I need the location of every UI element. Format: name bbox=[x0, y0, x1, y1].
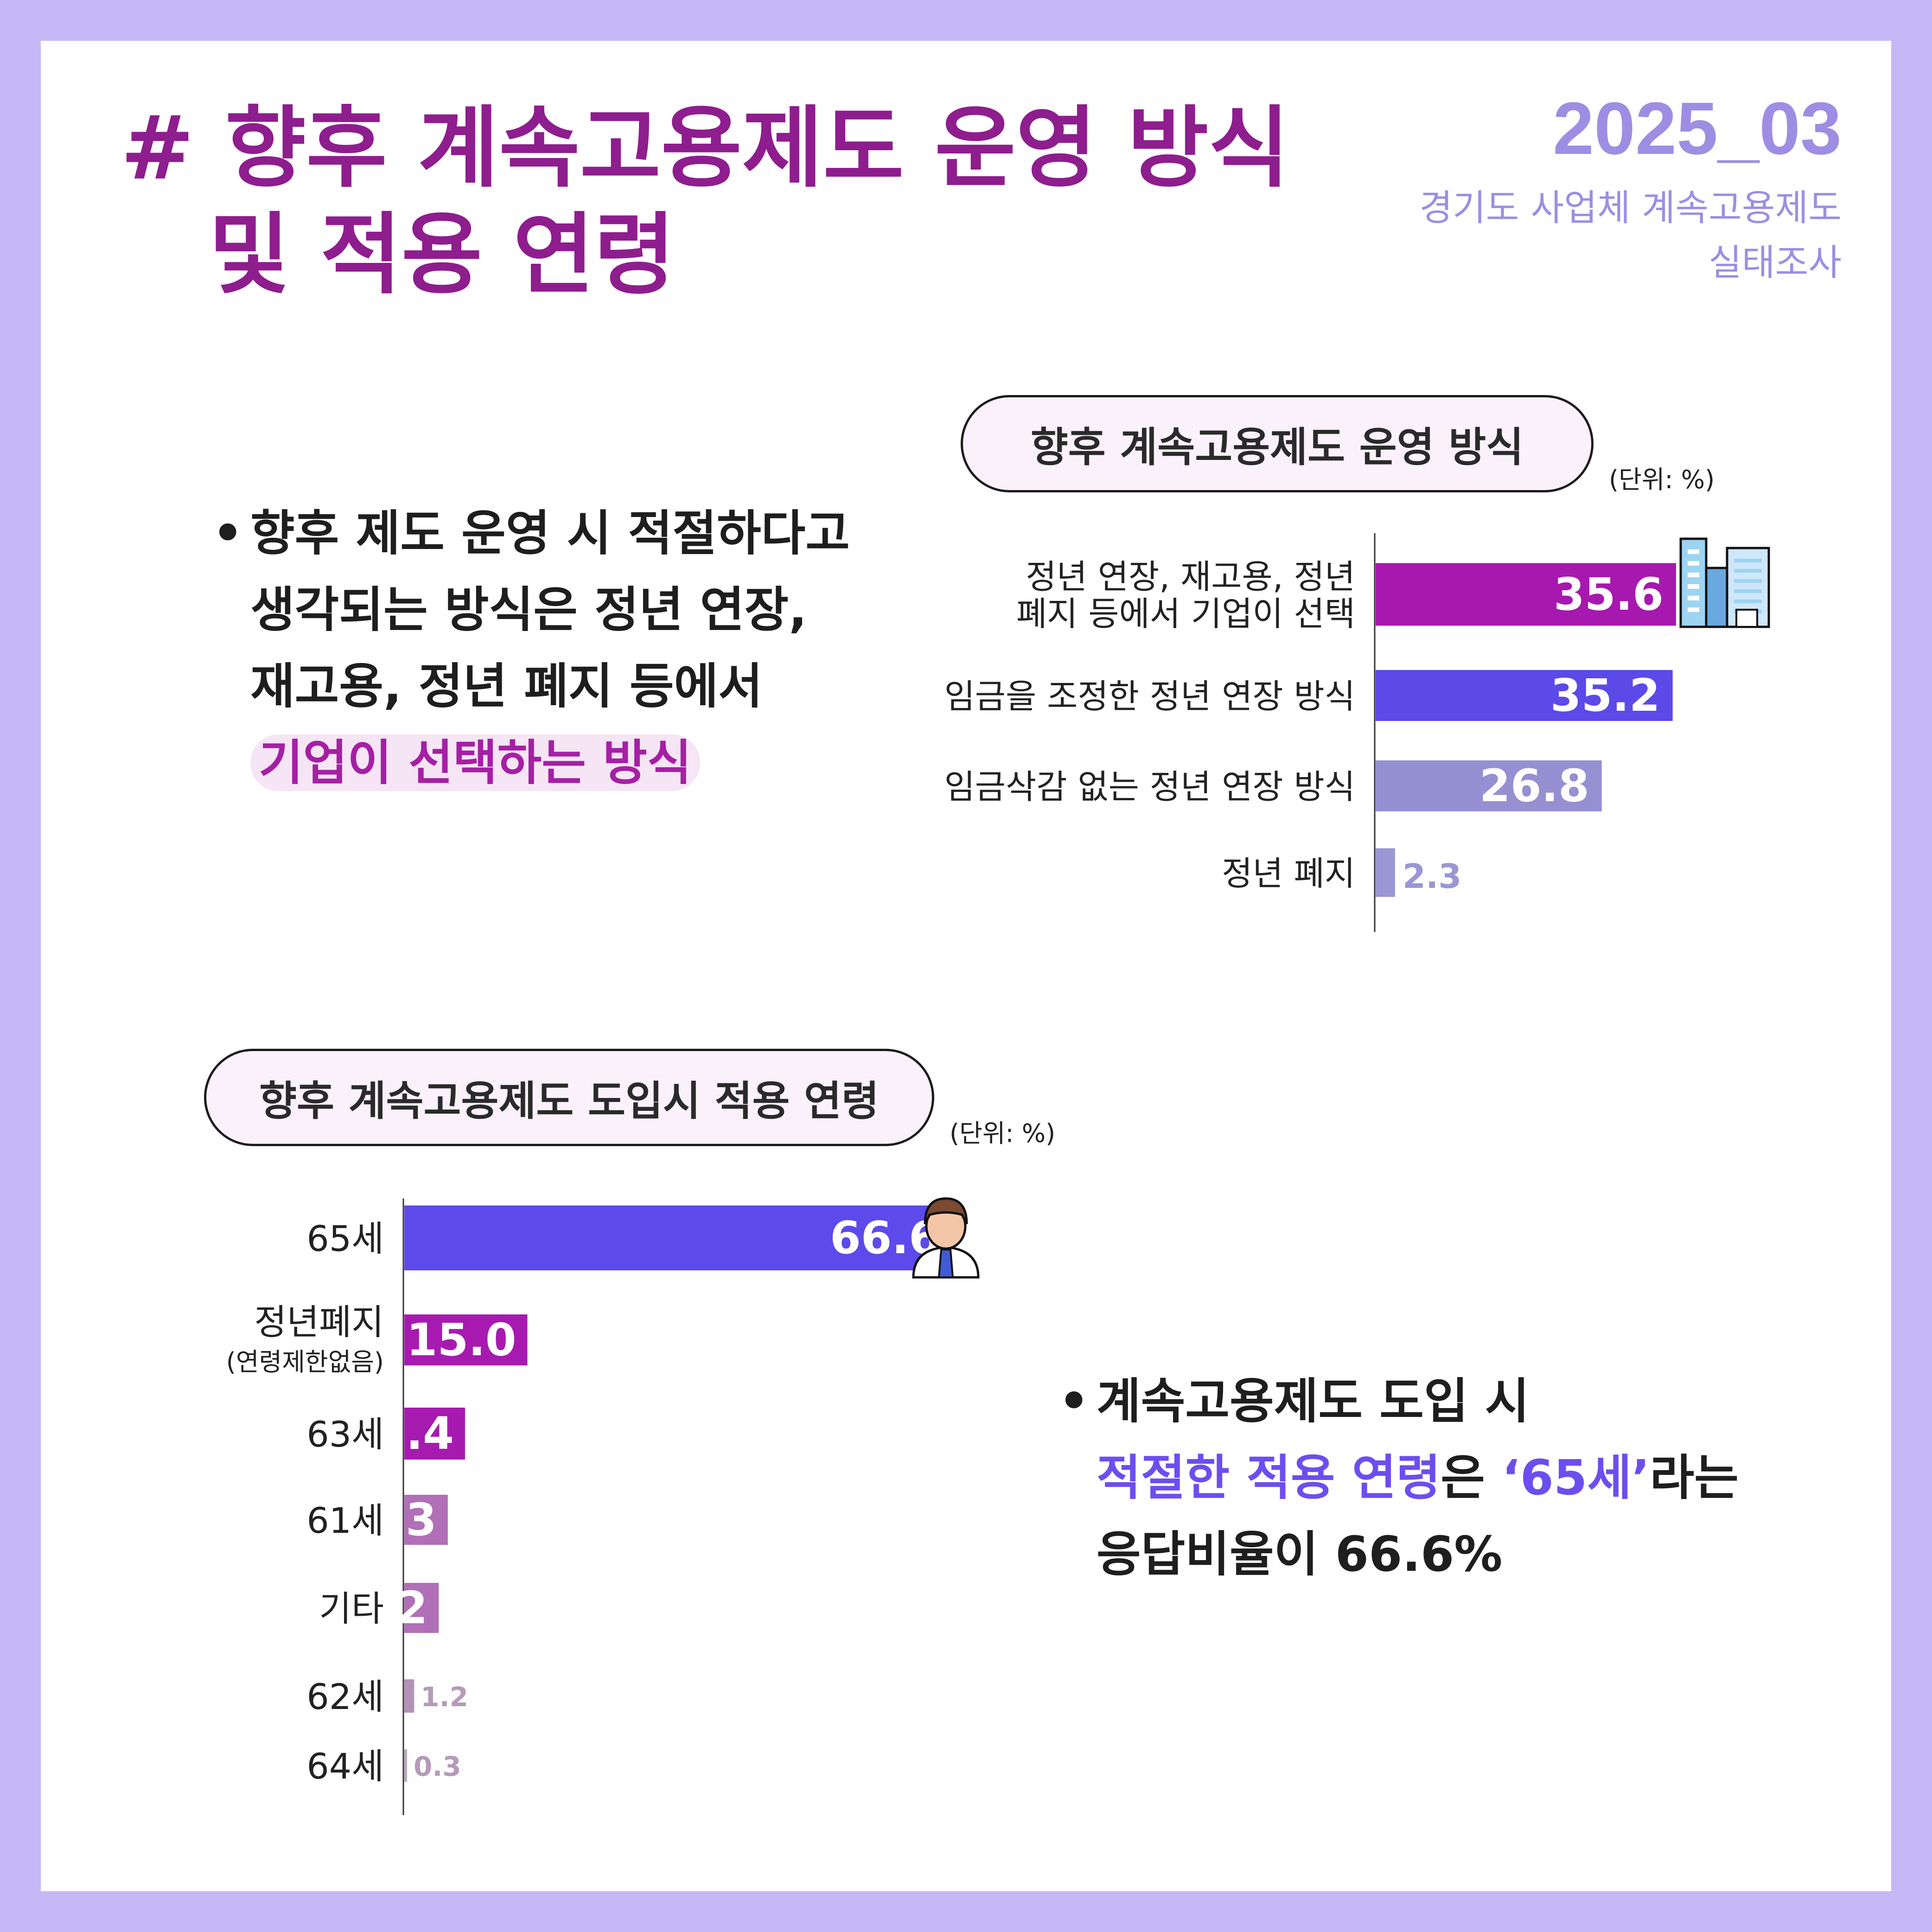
chart2-category-label: 61세 bbox=[306, 1500, 384, 1541]
source-line-1: 경기도 사업체 계속고용제도 bbox=[1419, 187, 1842, 229]
chart-applicable-age: 66.665세15.0정년폐지(연령제한없음)7.463세5.361세4.2기타… bbox=[226, 1197, 980, 1815]
chart2-category-label: 65세 bbox=[306, 1218, 384, 1259]
chart2-value-label: 4.2 bbox=[349, 1582, 427, 1634]
bullet2-text-end: 라는 bbox=[1650, 1449, 1739, 1506]
chart1-value-label: 35.2 bbox=[1550, 670, 1660, 721]
title-line-1: # 향후 계속고용제도 운영 방식 bbox=[121, 97, 1290, 199]
building-icon bbox=[1679, 537, 1770, 628]
infographic-card bbox=[41, 41, 1891, 1891]
bullet1-highlight: 기업이 선택하는 방식 bbox=[250, 734, 700, 791]
issue-number: 2025_03 bbox=[1553, 87, 1842, 170]
chart1-category-label: 임금을 조정한 정년 연장 방식 bbox=[944, 677, 1355, 716]
chart2-value-label: 15.0 bbox=[407, 1314, 516, 1366]
chart2-value-label: 7.4 bbox=[375, 1408, 454, 1460]
chart1-bar bbox=[1376, 848, 1395, 897]
chart1-value-label: 35.6 bbox=[1554, 568, 1664, 620]
source-line-2: 실태조사 bbox=[1708, 242, 1842, 284]
chart1-bar bbox=[1376, 670, 1673, 721]
bullet2-text-mid: 은 bbox=[1441, 1449, 1502, 1506]
bullet2-line-1: 계속고용제도 도입 시 bbox=[1097, 1373, 1530, 1429]
bullet2-line-3: 응답비율이 66.6% bbox=[1097, 1526, 1503, 1582]
chart2-bar bbox=[404, 1205, 951, 1270]
chart2-value-label: 5.3 bbox=[358, 1494, 437, 1546]
chart2-category-label: 63세 bbox=[306, 1414, 384, 1455]
chart2-bar bbox=[404, 1408, 465, 1460]
chart2-category-label: 정년폐지 bbox=[254, 1301, 384, 1343]
chart2-value-label: 1.2 bbox=[421, 1681, 468, 1713]
chart2-bar bbox=[404, 1749, 407, 1782]
bullet-dot: • bbox=[1058, 1373, 1090, 1429]
chart2-bar bbox=[404, 1495, 448, 1545]
bullet2-highlight-65: ‘65세’ bbox=[1502, 1449, 1650, 1506]
person-icon bbox=[912, 1197, 980, 1279]
chart-operation-method: 35.6 정년 연장, 재고용, 정년폐지 등에서 기업이 선택 35.2 임금을 조… bbox=[944, 533, 1770, 932]
chart1-bar bbox=[1376, 563, 1676, 626]
chart1-category-label: 정년 연장, 재고용, 정년 bbox=[1026, 557, 1355, 596]
source-label: 경기도 사업체 계속고용제도 실태조사 bbox=[1419, 181, 1842, 290]
bullet1-line-3: 재고용, 정년 폐지 등에서 bbox=[250, 658, 763, 714]
chart1-value-label: 26.8 bbox=[1479, 760, 1589, 812]
chart1-unit-label: (단위: %) bbox=[1609, 465, 1715, 494]
chart1-title-pill: 향후 계속고용제도 운영 방식 bbox=[961, 395, 1594, 492]
title-line-2: 및 적용 연령 bbox=[209, 204, 676, 306]
chart2-category-label: 62세 bbox=[306, 1676, 384, 1717]
chart1-category-label: 임금삭감 없는 정년 연장 방식 bbox=[944, 767, 1355, 806]
chart2-bar bbox=[404, 1583, 439, 1633]
chart1-value-label: 2.3 bbox=[1403, 857, 1462, 896]
chart2-category-label: 64세 bbox=[306, 1746, 384, 1787]
chart2-bar bbox=[404, 1314, 528, 1365]
bullet-dot: • bbox=[212, 505, 243, 561]
chart1-category-label: 폐지 등에서 기업이 선택 bbox=[1016, 594, 1355, 633]
chart1-category-label: 정년 폐지 bbox=[1222, 854, 1355, 893]
chart2-title-pill: 향후 계속고용제도 도입시 적용 연령 bbox=[204, 1049, 934, 1146]
bullet1-line-2: 생각되는 방식은 정년 연장, bbox=[250, 581, 807, 638]
chart2-bar bbox=[404, 1679, 414, 1713]
bullet2-line-2: 적절한 적용 연령은 ‘65세’라는 bbox=[1097, 1440, 1739, 1516]
chart2-unit-label: (단위: %) bbox=[950, 1119, 1056, 1148]
chart2-category-label: 기타 bbox=[319, 1588, 384, 1629]
chart1-bar bbox=[1376, 760, 1602, 811]
page-title: # 향후 계속고용제도 운영 방식 및 적용 연령 bbox=[121, 95, 1289, 308]
bullet-summary-1: • 향후 제도 운영 시 적절하다고 생각되는 방식은 정년 연장, 재고용, … bbox=[212, 495, 850, 801]
bullet-summary-2: • 계속고용제도 도입 시 적절한 적용 연령은 ‘65세’라는 응답비율이 6… bbox=[1058, 1363, 1739, 1593]
chart2-value-label: 0.3 bbox=[414, 1751, 461, 1782]
bullet2-highlight-age: 적절한 적용 연령 bbox=[1097, 1449, 1441, 1506]
bullet1-line-1: 향후 제도 운영 시 적절하다고 bbox=[250, 505, 850, 561]
chart2-category-label: (연령제한없음) bbox=[226, 1347, 384, 1377]
